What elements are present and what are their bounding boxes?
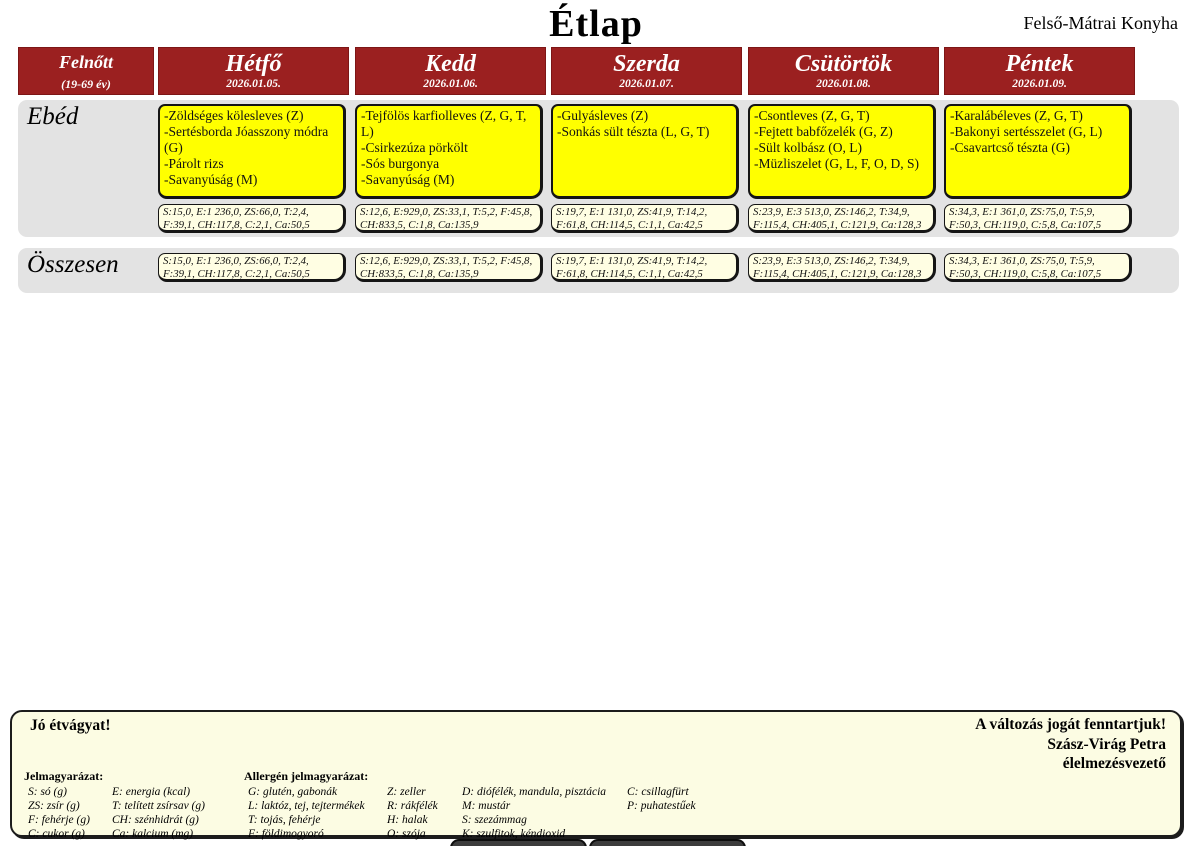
nutrition-box-lunch-friday: S:34,3, E:1 361,0, ZS:75,0, T:5,9, F:50,… xyxy=(944,204,1132,233)
menu-item: -Csirkezúza pörkölt xyxy=(361,140,468,155)
legend-item: E: energia (kcal) xyxy=(112,786,191,798)
day-date: 2026.01.07. xyxy=(619,78,674,90)
allergen-legend-header: Allergén jelmagyarázat: xyxy=(244,769,369,783)
group-label: Felnőtt xyxy=(58,52,113,72)
legend-item: T: tojás, fehérje xyxy=(248,814,321,826)
bon-appetit-text: Jó étvágyat! xyxy=(30,717,111,734)
legend-item: T: telített zsírsav (g) xyxy=(112,800,205,812)
bottom-partial-button-left[interactable] xyxy=(450,839,587,846)
legend-item: S: szezámmag xyxy=(462,814,527,826)
nutrition-legend-col1: S: só (g) ZS: zsír (g) F: fehérje (g) C:… xyxy=(28,785,90,841)
allergen-legend-col3: D: diófélék, mandula, pisztácia M: mustá… xyxy=(462,785,606,841)
day-name: Csütörtök xyxy=(794,51,893,77)
total-row-label: Összesen xyxy=(27,251,119,278)
menu-item: -Sertésborda Jóasszony módra (G) xyxy=(164,124,329,155)
legend: Jelmagyarázat: S: só (g) ZS: zsír (g) F:… xyxy=(24,769,1172,840)
nutrition-box-lunch-thursday: S:23,9, E:3 513,0, ZS:146,2, T:34,9, F:1… xyxy=(748,204,936,233)
header-day-monday: Hétfő 2026.01.05. xyxy=(158,47,349,95)
header-day-thursday: Csütörtök 2026.01.08. xyxy=(748,47,939,95)
day-date: 2026.01.08. xyxy=(816,78,871,90)
kitchen-name: Felső-Mátrai Konyha xyxy=(1023,13,1178,33)
legend-item: ZS: zsír (g) xyxy=(28,800,80,812)
header-group-felnott: Felnőtt (19-69 év) xyxy=(18,47,154,95)
menu-item: -Savanyúság (M) xyxy=(361,172,455,187)
legend-item: C: cukor (g) xyxy=(28,828,85,840)
menu-item: -Sós burgonya xyxy=(361,156,440,171)
nutrition-box-lunch-wednesday: S:19,7, E:1 131,0, ZS:41,9, T:14,2, F:61… xyxy=(551,204,739,233)
menu-item: -Bakonyi sertésszelet (G, L) xyxy=(950,124,1103,139)
allergen-legend-col4: C: csillagfürt P: puhatestűek xyxy=(627,785,696,813)
nutrition-box-total-thursday: S:23,9, E:3 513,0, ZS:146,2, T:34,9, F:1… xyxy=(748,253,936,282)
legend-item: S: só (g) xyxy=(28,786,67,798)
nutrition-box-lunch-tuesday: S:12,6, E:929,0, ZS:33,1, T:5,2, F:45,8,… xyxy=(355,204,543,233)
signature-block: A változás jogát fenntartjuk! Szász-Virá… xyxy=(975,715,1166,774)
allergen-legend-col1: G: glutén, gabonák L: laktóz, tej, tejte… xyxy=(248,785,365,841)
day-date: 2026.01.06. xyxy=(423,78,478,90)
header-day-tuesday: Kedd 2026.01.06. xyxy=(355,47,546,95)
header-day-wednesday: Szerda 2026.01.07. xyxy=(551,47,742,95)
signature-name: Szász-Virág Petra xyxy=(1047,735,1166,753)
menu-item: -Müzliszelet (G, L, F, O, D, S) xyxy=(754,156,920,171)
menu-box-friday: -Karalábéleves (Z, G, T) -Bakonyi sertés… xyxy=(944,104,1132,199)
allergen-legend-col2: Z: zeller R: rákfélék H: halak O: szója xyxy=(387,785,438,841)
change-note: A változás jogát fenntartjuk! xyxy=(975,716,1166,733)
footer-panel: Jó étvágyat! A változás jogát fenntartju… xyxy=(10,710,1182,840)
legend-item: R: rákfélék xyxy=(387,800,438,812)
menu-item: -Gulyásleves (Z) xyxy=(557,108,649,123)
nutrition-box-total-tuesday: S:12,6, E:929,0, ZS:33,1, T:5,2, F:45,8,… xyxy=(355,253,543,282)
menu-item: -Csontleves (Z, G, T) xyxy=(754,108,870,123)
legend-item: Ca: kalcium (mg) xyxy=(112,828,194,840)
page-title: Étlap xyxy=(549,3,643,45)
lunch-row-label: Ebéd xyxy=(27,103,79,130)
menu-box-monday: -Zöldséges kölesleves (Z) -Sertésborda J… xyxy=(158,104,346,199)
legend-item: O: szója xyxy=(387,828,426,840)
menu-item: -Csavartcső tészta (G) xyxy=(950,140,1070,155)
nutrition-box-total-friday: S:34,3, E:1 361,0, ZS:75,0, T:5,9, F:50,… xyxy=(944,253,1132,282)
legend-item: M: mustár xyxy=(462,800,511,812)
legend-item: CH: szénhidrát (g) xyxy=(112,814,199,826)
menu-item: -Tejfölös karfiolleves (Z, G, T, L) xyxy=(361,108,527,139)
nutrition-legend-col2: E: energia (kcal) T: telített zsírsav (g… xyxy=(112,785,205,841)
nutrition-legend-header: Jelmagyarázat: xyxy=(24,769,104,783)
nutrition-box-total-monday: S:15,0, E:1 236,0, ZS:66,0, T:2,4, F:39,… xyxy=(158,253,346,282)
legend-item: Z: zeller xyxy=(387,786,426,798)
menu-item: -Savanyúság (M) xyxy=(164,172,258,187)
menu-item: -Sült kolbász (O, L) xyxy=(754,140,862,155)
legend-item: P: puhatestűek xyxy=(627,800,696,812)
bottom-partial-button-right[interactable] xyxy=(589,839,746,846)
menu-box-tuesday: -Tejfölös karfiolleves (Z, G, T, L) -Csi… xyxy=(355,104,543,199)
menu-item: -Sonkás sült tészta (L, G, T) xyxy=(557,124,710,139)
group-sublabel: (19-69 év) xyxy=(61,77,111,91)
day-name: Hétfő xyxy=(225,51,282,77)
day-name: Kedd xyxy=(425,51,476,77)
menu-item: -Fejtett babfőzelék (G, Z) xyxy=(754,124,893,139)
day-name: Péntek xyxy=(1005,51,1074,77)
legend-item: H: halak xyxy=(387,814,428,826)
header-day-friday: Péntek 2026.01.09. xyxy=(944,47,1135,95)
menu-item: -Karalábéleves (Z, G, T) xyxy=(950,108,1083,123)
legend-item: D: diófélék, mandula, pisztácia xyxy=(462,786,607,798)
menu-box-wednesday: -Gulyásleves (Z) -Sonkás sült tészta (L,… xyxy=(551,104,739,199)
menu-item: -Zöldséges kölesleves (Z) xyxy=(164,108,304,123)
legend-item: G: glutén, gabonák xyxy=(248,786,338,798)
legend-item: L: laktóz, tej, tejtermékek xyxy=(248,800,365,812)
legend-item: K: szulfitok, kéndioxid xyxy=(462,828,566,840)
menu-item: -Párolt rizs xyxy=(164,156,224,171)
nutrition-box-total-wednesday: S:19,7, E:1 131,0, ZS:41,9, T:14,2, F:61… xyxy=(551,253,739,282)
signature-role: élelmezésvezető xyxy=(1062,755,1166,772)
nutrition-box-lunch-monday: S:15,0, E:1 236,0, ZS:66,0, T:2,4, F:39,… xyxy=(158,204,346,233)
day-date: 2026.01.09. xyxy=(1012,78,1067,90)
day-date: 2026.01.05. xyxy=(226,78,281,90)
menu-box-thursday: -Csontleves (Z, G, T) -Fejtett babfőzelé… xyxy=(748,104,936,199)
legend-item: F: földimogyoró xyxy=(248,828,324,840)
day-name: Szerda xyxy=(613,51,680,77)
legend-item: F: fehérje (g) xyxy=(28,814,90,826)
legend-item: C: csillagfürt xyxy=(627,786,689,798)
